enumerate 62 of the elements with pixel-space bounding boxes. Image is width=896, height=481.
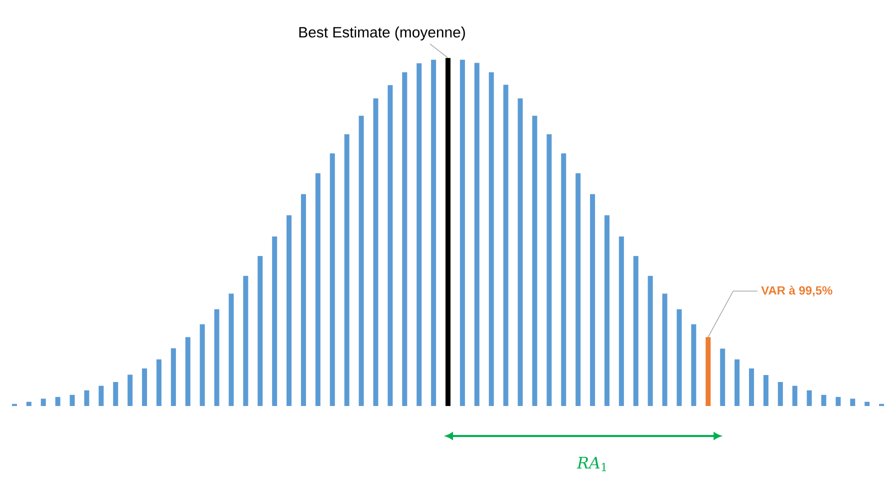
bar [344, 134, 350, 406]
bar [532, 116, 538, 406]
bar [431, 60, 436, 406]
bar [388, 85, 393, 406]
bar [402, 72, 408, 406]
bar [821, 394, 826, 406]
bar [806, 390, 812, 406]
bar [55, 396, 60, 406]
bar [40, 398, 46, 406]
bar [518, 98, 523, 406]
bar [460, 60, 465, 406]
bar [676, 309, 682, 406]
bar [546, 134, 552, 406]
bar [633, 256, 638, 406]
bar [488, 72, 494, 406]
bar [691, 324, 696, 406]
bar [70, 394, 75, 406]
bar [84, 390, 90, 406]
bar [748, 368, 754, 406]
bar [648, 276, 653, 406]
text: Best Estimate (moyenne) [299, 26, 465, 40]
bar [720, 348, 726, 406]
bar [286, 215, 292, 406]
annotation: VAR à 99,5% [761, 286, 832, 296]
text: RA$_{1}$ [576, 456, 606, 472]
bar [258, 256, 263, 406]
bar [300, 194, 306, 406]
bar [474, 62, 480, 406]
bar [576, 173, 581, 406]
bar [604, 215, 610, 406]
bar [662, 294, 668, 406]
bar [561, 153, 566, 406]
bar [734, 359, 740, 406]
bar [778, 382, 783, 406]
bar [373, 98, 378, 406]
bar [358, 116, 364, 406]
bar [792, 386, 798, 406]
bar [618, 236, 624, 406]
bar [503, 84, 508, 406]
bar [243, 276, 248, 406]
bar [315, 173, 320, 406]
bar [200, 324, 205, 406]
bar [228, 294, 234, 406]
bar [763, 375, 768, 406]
bar [590, 194, 596, 406]
bar [416, 63, 422, 406]
bar [330, 153, 335, 406]
bar [26, 402, 32, 406]
bar [850, 398, 856, 406]
bar [98, 386, 104, 406]
bar [864, 402, 870, 406]
bar [113, 382, 118, 406]
bar [156, 359, 162, 406]
bar [185, 337, 190, 406]
bar [170, 348, 176, 406]
bar [214, 309, 220, 406]
bar [706, 337, 711, 406]
bar [446, 58, 451, 406]
bar [272, 236, 278, 406]
bar [128, 374, 133, 406]
bar [836, 396, 841, 406]
bar [142, 368, 148, 406]
